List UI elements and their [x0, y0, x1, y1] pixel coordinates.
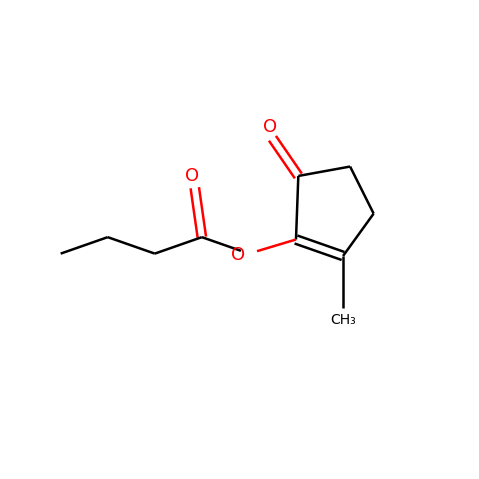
Text: O: O	[263, 117, 277, 136]
Text: CH₃: CH₃	[330, 312, 356, 327]
Text: O: O	[231, 246, 246, 263]
Text: O: O	[185, 167, 199, 185]
